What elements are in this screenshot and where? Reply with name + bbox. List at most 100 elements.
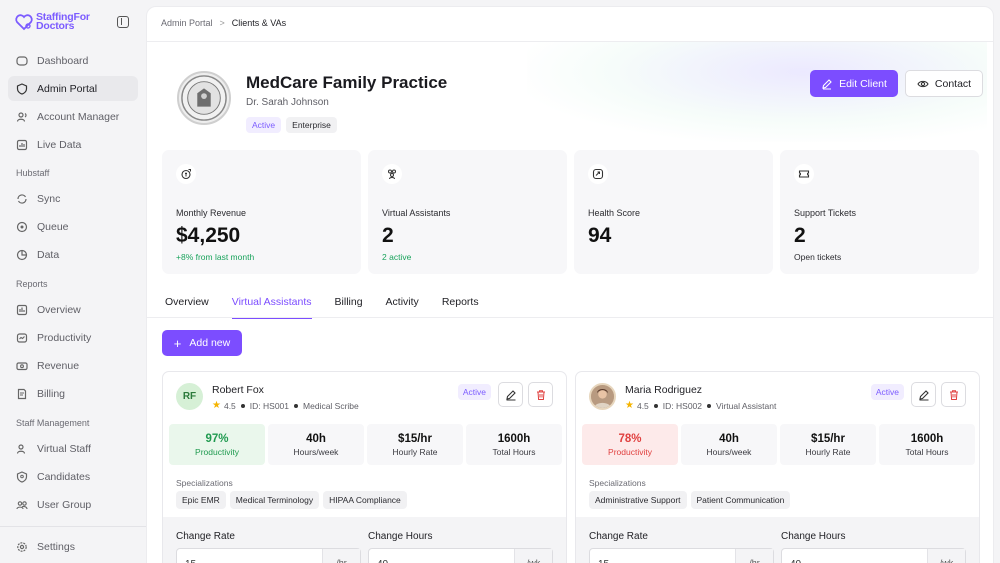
brand-logo[interactable]: StaffingFor Doctors: [14, 12, 90, 32]
va-meta: ★ 4.5 ID: HS002 Virtual Assistant: [625, 400, 776, 411]
sidebar-item-label: Revenue: [37, 359, 80, 372]
sidebar-item-billing[interactable]: Billing: [8, 381, 138, 406]
stat-label: Monthly Revenue: [176, 208, 247, 218]
edit-client-label: Edit Client: [839, 77, 887, 90]
contact-label: Contact: [934, 77, 972, 90]
edit-va-button[interactable]: [911, 382, 936, 407]
tab-virtual-assistants[interactable]: Virtual Assistants: [231, 296, 312, 319]
va-stat-productivity: 78% Productivity: [582, 424, 678, 465]
sidebar-item-dashboard[interactable]: Dashboard: [8, 48, 138, 73]
stat-label: Health Score: [588, 208, 641, 218]
users-icon: [16, 111, 28, 123]
nav-reports: Reports Overview Productivity Revenue Bi…: [8, 275, 138, 406]
va-name: Robert Fox: [212, 384, 264, 396]
sidebar-item-virtual-staff[interactable]: Virtual Staff: [8, 436, 138, 461]
stat-card-health-score: Health Score 94: [574, 150, 773, 274]
status-badge: Active: [246, 117, 282, 133]
sidebar-item-live-data[interactable]: Live Data: [8, 132, 138, 157]
sidebar-item-candidates[interactable]: Candidates: [8, 464, 138, 489]
main-panel: Admin Portal > Clients & VAs MedCare Fam…: [146, 6, 994, 563]
change-hours-input[interactable]: 40 /wk: [781, 548, 966, 563]
pencil-icon: [918, 389, 929, 401]
ticket-icon: [794, 164, 814, 184]
sync-icon: [16, 193, 28, 205]
sidebar-item-label: Candidates: [37, 470, 91, 483]
nav-top: Dashboard Admin Portal Account Manager L…: [8, 48, 138, 157]
va-stat-label: Productivity: [608, 446, 652, 457]
va-meta: ★ 4.5 ID: HS001 Medical Scribe: [212, 400, 359, 411]
sidebar-item-account-manager[interactable]: Account Manager: [8, 104, 138, 129]
rate-unit: /hr: [322, 549, 360, 563]
divider: [147, 41, 993, 42]
sidebar-item-revenue[interactable]: Revenue: [8, 353, 138, 378]
dot-separator: [240, 403, 245, 408]
sidebar-collapse-icon[interactable]: [117, 16, 129, 28]
sidebar-item-settings[interactable]: Settings: [8, 534, 138, 559]
va-stat-label: Hourly Rate: [805, 446, 851, 457]
sidebar-item-admin-portal[interactable]: Admin Portal: [8, 76, 138, 101]
revenue-icon: [176, 164, 196, 184]
tab-reports[interactable]: Reports: [441, 296, 479, 308]
users-icon: [382, 164, 402, 184]
heart-stethoscope-icon: [14, 12, 34, 32]
brand-name-line1: StaffingFor: [36, 11, 90, 23]
sidebar-item-label: Dashboard: [37, 54, 89, 67]
sidebar-item-user-group[interactable]: User Group: [8, 492, 138, 517]
change-rate-input[interactable]: 15 /hr: [176, 548, 361, 563]
va-stat-value: 1600h: [497, 432, 531, 445]
edit-va-button[interactable]: [498, 382, 523, 407]
change-rate-input[interactable]: 15 /hr: [589, 548, 774, 563]
sidebar-item-label: Settings: [37, 540, 75, 553]
stat-label: Virtual Assistants: [382, 208, 451, 218]
change-hours-input[interactable]: 40 /wk: [368, 548, 553, 563]
contact-button[interactable]: Contact: [905, 70, 983, 97]
nav-bottom: Settings: [8, 534, 138, 559]
client-badges: Active Enterprise: [246, 117, 337, 133]
edit-icon: [822, 78, 832, 90]
add-new-button[interactable]: + Add new: [162, 330, 242, 356]
tab-overview[interactable]: Overview: [165, 296, 209, 308]
breadcrumb-separator: >: [219, 18, 225, 28]
va-id: ID: HS001: [249, 400, 290, 411]
tab-bar: Overview Virtual Assistants Billing Acti…: [165, 296, 502, 319]
users-icon: [16, 443, 28, 455]
queue-icon: [16, 221, 28, 233]
tab-activity[interactable]: Activity: [385, 296, 419, 308]
delete-va-button[interactable]: [941, 382, 966, 407]
va-role: Virtual Assistant: [716, 400, 777, 411]
sidebar-item-overview[interactable]: Overview: [8, 297, 138, 322]
stat-card-support-tickets: Support Tickets 2 Open tickets: [780, 150, 979, 274]
dashboard-icon: [16, 55, 28, 67]
va-stat-value: 78%: [618, 432, 642, 445]
change-rate-value: 15: [598, 559, 609, 563]
va-stat-value: 1600h: [910, 432, 944, 445]
sidebar-item-data[interactable]: Data: [8, 242, 138, 267]
edit-client-button[interactable]: Edit Client: [810, 70, 898, 97]
sidebar-item-sync[interactable]: Sync: [8, 186, 138, 211]
sidebar-item-queue[interactable]: Queue: [8, 214, 138, 239]
health-icon: [588, 164, 608, 184]
va-stat-productivity: 97% Productivity: [169, 424, 265, 465]
breadcrumb-current: Clients & VAs: [231, 18, 287, 28]
tab-billing[interactable]: Billing: [334, 296, 363, 308]
breadcrumb-parent[interactable]: Admin Portal: [161, 18, 213, 28]
specializations-label: Specializations: [589, 478, 646, 488]
dot-separator: [653, 403, 658, 408]
revenue-icon: [16, 360, 28, 372]
delete-va-button[interactable]: [528, 382, 553, 407]
va-stat-total-hours: 1600h Total Hours: [466, 424, 562, 465]
avatar: RF: [176, 383, 203, 410]
va-stat-label: Hourly Rate: [392, 446, 438, 457]
spec-tag: HIPAA Compliance: [323, 491, 407, 509]
sidebar-item-productivity[interactable]: Productivity: [8, 325, 138, 350]
specializations-label: Specializations: [176, 478, 233, 488]
stat-sub: 2 active: [382, 252, 412, 262]
trash-icon: [949, 389, 958, 400]
candidates-icon: [16, 470, 28, 483]
va-stat-hourly-rate: $15/hr Hourly Rate: [367, 424, 463, 465]
gear-icon: [16, 541, 28, 553]
sidebar-item-label: Admin Portal: [37, 82, 98, 95]
database-icon: [16, 249, 28, 261]
change-hours-value: 40: [790, 559, 801, 563]
change-settings: Change Rate 15 /hr Change Hours 40 /wk: [163, 517, 566, 563]
